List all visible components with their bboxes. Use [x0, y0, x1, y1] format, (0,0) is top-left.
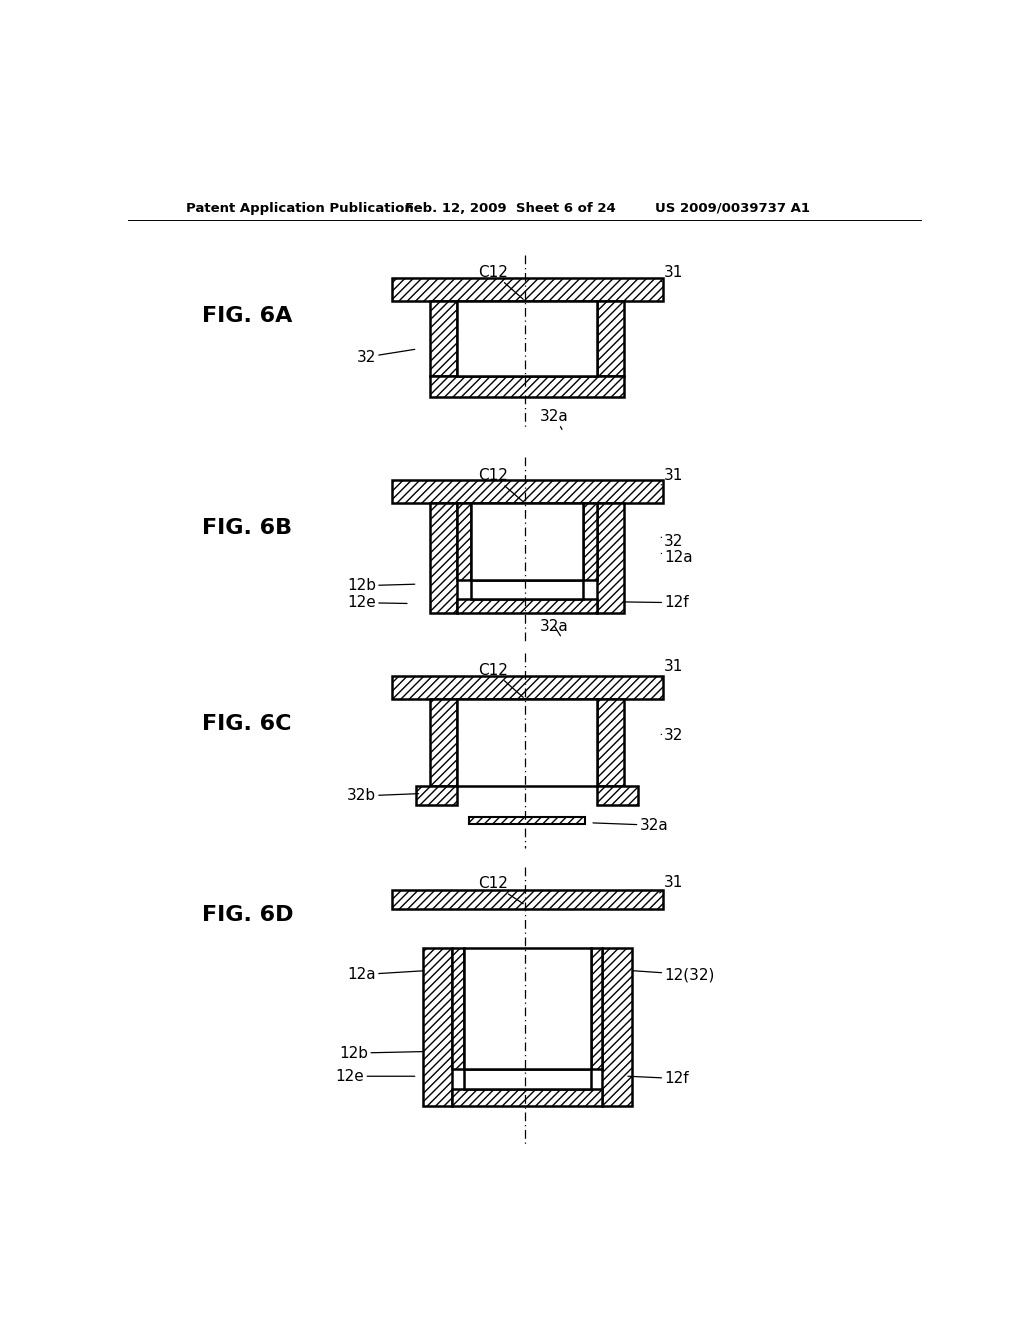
- Text: Patent Application Publication: Patent Application Publication: [186, 202, 414, 215]
- Bar: [391, 277, 663, 301]
- Text: 32b: 32b: [347, 788, 419, 804]
- Text: 12b: 12b: [347, 578, 415, 593]
- Text: C12: C12: [478, 876, 523, 904]
- Text: 32a: 32a: [593, 817, 669, 833]
- Bar: [430, 503, 458, 612]
- Text: 12f: 12f: [624, 595, 689, 610]
- Text: FIG. 6B: FIG. 6B: [202, 517, 292, 539]
- Text: 31: 31: [659, 875, 684, 892]
- Bar: [471, 579, 583, 599]
- Bar: [464, 948, 591, 1069]
- Bar: [391, 890, 663, 909]
- Bar: [469, 817, 586, 825]
- Bar: [597, 503, 624, 612]
- Bar: [452, 948, 464, 1069]
- Text: 32a: 32a: [541, 619, 569, 636]
- Text: 12(32): 12(32): [633, 968, 715, 982]
- Bar: [458, 700, 597, 785]
- Bar: [391, 480, 663, 503]
- Bar: [417, 785, 458, 805]
- Bar: [430, 376, 624, 397]
- Bar: [471, 503, 583, 579]
- Bar: [583, 503, 597, 579]
- Text: 12a: 12a: [662, 549, 693, 565]
- Text: FIG. 6A: FIG. 6A: [202, 306, 292, 326]
- Bar: [430, 301, 458, 376]
- Text: 12b: 12b: [339, 1045, 423, 1061]
- Text: FIG. 6C: FIG. 6C: [202, 714, 291, 734]
- Text: US 2009/0039737 A1: US 2009/0039737 A1: [655, 202, 810, 215]
- Text: C12: C12: [478, 265, 523, 300]
- Text: C12: C12: [478, 469, 523, 502]
- Text: 12a: 12a: [347, 968, 424, 982]
- Text: 31: 31: [662, 265, 684, 281]
- Text: 32a: 32a: [541, 409, 569, 429]
- Text: FIG. 6D: FIG. 6D: [202, 904, 293, 924]
- Bar: [602, 948, 632, 1105]
- Text: 12e: 12e: [347, 595, 407, 610]
- Bar: [458, 503, 471, 579]
- Text: 12e: 12e: [336, 1069, 415, 1084]
- Text: Feb. 12, 2009  Sheet 6 of 24: Feb. 12, 2009 Sheet 6 of 24: [406, 202, 616, 215]
- Text: 32: 32: [662, 729, 684, 743]
- Bar: [423, 948, 452, 1105]
- Text: 32: 32: [356, 350, 415, 364]
- Text: 12f: 12f: [628, 1071, 689, 1086]
- Text: 32: 32: [662, 535, 684, 549]
- Bar: [458, 599, 597, 612]
- Text: 31: 31: [662, 659, 684, 678]
- Bar: [597, 700, 624, 785]
- Text: 31: 31: [662, 469, 684, 484]
- Bar: [597, 785, 638, 805]
- Bar: [458, 301, 597, 376]
- Bar: [464, 1069, 591, 1089]
- Bar: [452, 1089, 602, 1105]
- Text: C12: C12: [478, 663, 523, 697]
- Bar: [430, 700, 458, 785]
- Bar: [597, 301, 624, 376]
- Bar: [591, 948, 602, 1069]
- Bar: [391, 676, 663, 700]
